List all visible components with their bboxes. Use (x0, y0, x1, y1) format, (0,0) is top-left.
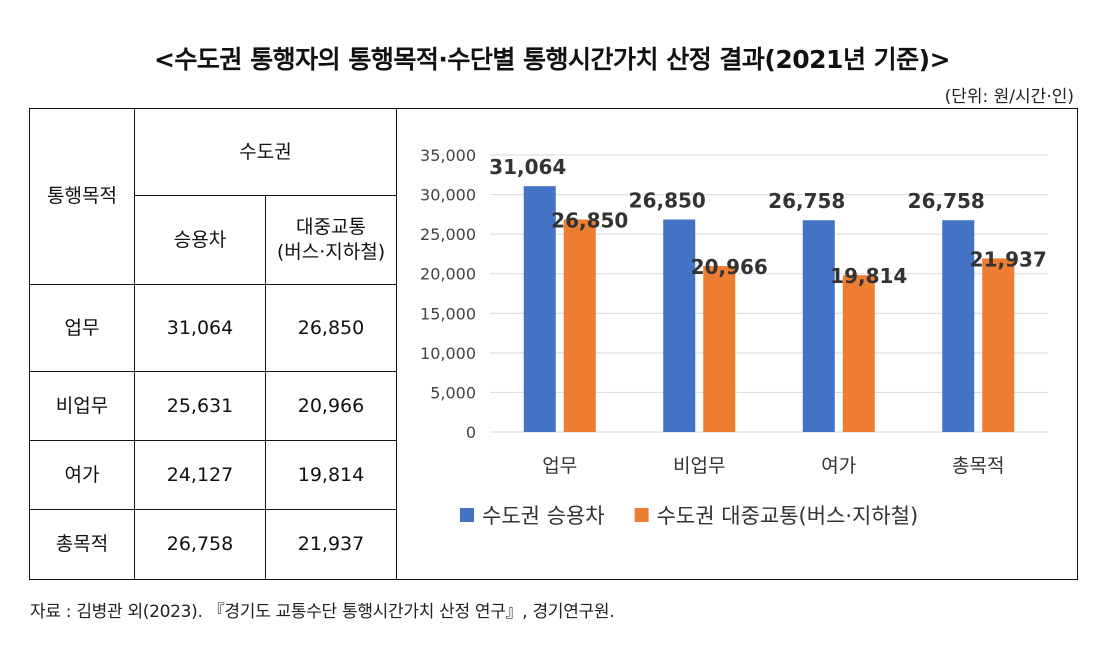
bar-transit (982, 258, 1015, 432)
row-car-value: 26,758 (134, 509, 266, 580)
bar-chart: 0 5,000 10,000 15,000 20,000 25,000 30,000 35,0… (420, 146, 1048, 528)
data-label: 20,966 (691, 255, 768, 279)
row-car-value: 24,127 (134, 440, 266, 510)
y-tick-label: 5,000 (430, 383, 476, 402)
row-transit-value: 26,850 (265, 284, 397, 372)
data-label: 26,850 (629, 189, 706, 213)
row-purpose: 여가 (29, 440, 135, 510)
value-table: 통행목적 수도권 승용차 대중교통 (버스·지하철) 업무 31,064 26,… (29, 108, 397, 580)
table-row: 여가 24,127 19,814 (29, 440, 397, 510)
car-column-header: 승용차 (134, 195, 266, 285)
row-purpose: 총목적 (29, 509, 135, 580)
bar-transit (842, 275, 875, 432)
bar-car (802, 220, 835, 432)
bar-car (942, 220, 975, 432)
y-tick-label: 30,000 (420, 186, 476, 205)
bar-car (523, 186, 556, 432)
row-car-value: 25,631 (134, 371, 266, 441)
y-tick-label: 10,000 (420, 344, 476, 363)
legend-label-car: 수도권 승용차 (482, 504, 605, 528)
source-note: 자료 : 김병관 외(2023). 『경기도 교통수단 통행시간가치 산정 연구… (30, 602, 615, 622)
row-transit-value: 19,814 (265, 440, 397, 510)
page-title: <수도권 통행자의 통행목적·수단별 통행시간가치 산정 결과(2021년 기준… (153, 45, 951, 74)
transit-column-header: 대중교통 (버스·지하철) (265, 195, 397, 285)
y-tick-label: 0 (466, 423, 476, 442)
x-category-label: 업무 (542, 455, 577, 477)
legend-swatch-car (460, 508, 474, 522)
table-row: 업무 31,064 26,850 (29, 284, 397, 372)
bar-car (663, 219, 696, 432)
data-label: 19,814 (830, 264, 907, 288)
y-tick-label: 15,000 (420, 304, 476, 323)
bar-transit (563, 219, 596, 432)
row-purpose: 비업무 (29, 371, 135, 441)
y-tick-label: 25,000 (420, 225, 476, 244)
unit-note: (단위: 원/시간·인) (944, 87, 1074, 107)
row-car-value: 31,064 (134, 284, 266, 372)
data-label: 26,850 (551, 209, 628, 233)
y-tick-label: 35,000 (420, 146, 476, 165)
table-row: 총목적 26,758 21,937 (29, 509, 397, 580)
region-header: 수도권 (134, 108, 397, 196)
purpose-header: 통행목적 (29, 108, 135, 285)
x-category-label: 총목적 (952, 455, 1004, 477)
x-category-label: 비업무 (673, 455, 725, 477)
table-row: 비업무 25,631 20,966 (29, 371, 397, 441)
x-category-label: 여가 (821, 455, 856, 477)
data-label: 26,758 (908, 189, 985, 213)
bar-transit (703, 266, 736, 432)
data-label: 26,758 (768, 189, 845, 213)
row-purpose: 업무 (29, 284, 135, 372)
transit-header-line2: (버스·지하철) (276, 241, 386, 263)
data-label: 21,937 (970, 247, 1047, 271)
data-label: 31,064 (489, 155, 566, 179)
legend-swatch-transit (634, 508, 649, 522)
row-transit-value: 20,966 (265, 371, 397, 441)
y-tick-label: 20,000 (420, 265, 476, 284)
legend-label-transit: 수도권 대중교통(버스·지하철) (657, 504, 919, 528)
row-transit-value: 21,937 (265, 509, 397, 580)
transit-header-line1: 대중교통 (296, 216, 366, 239)
